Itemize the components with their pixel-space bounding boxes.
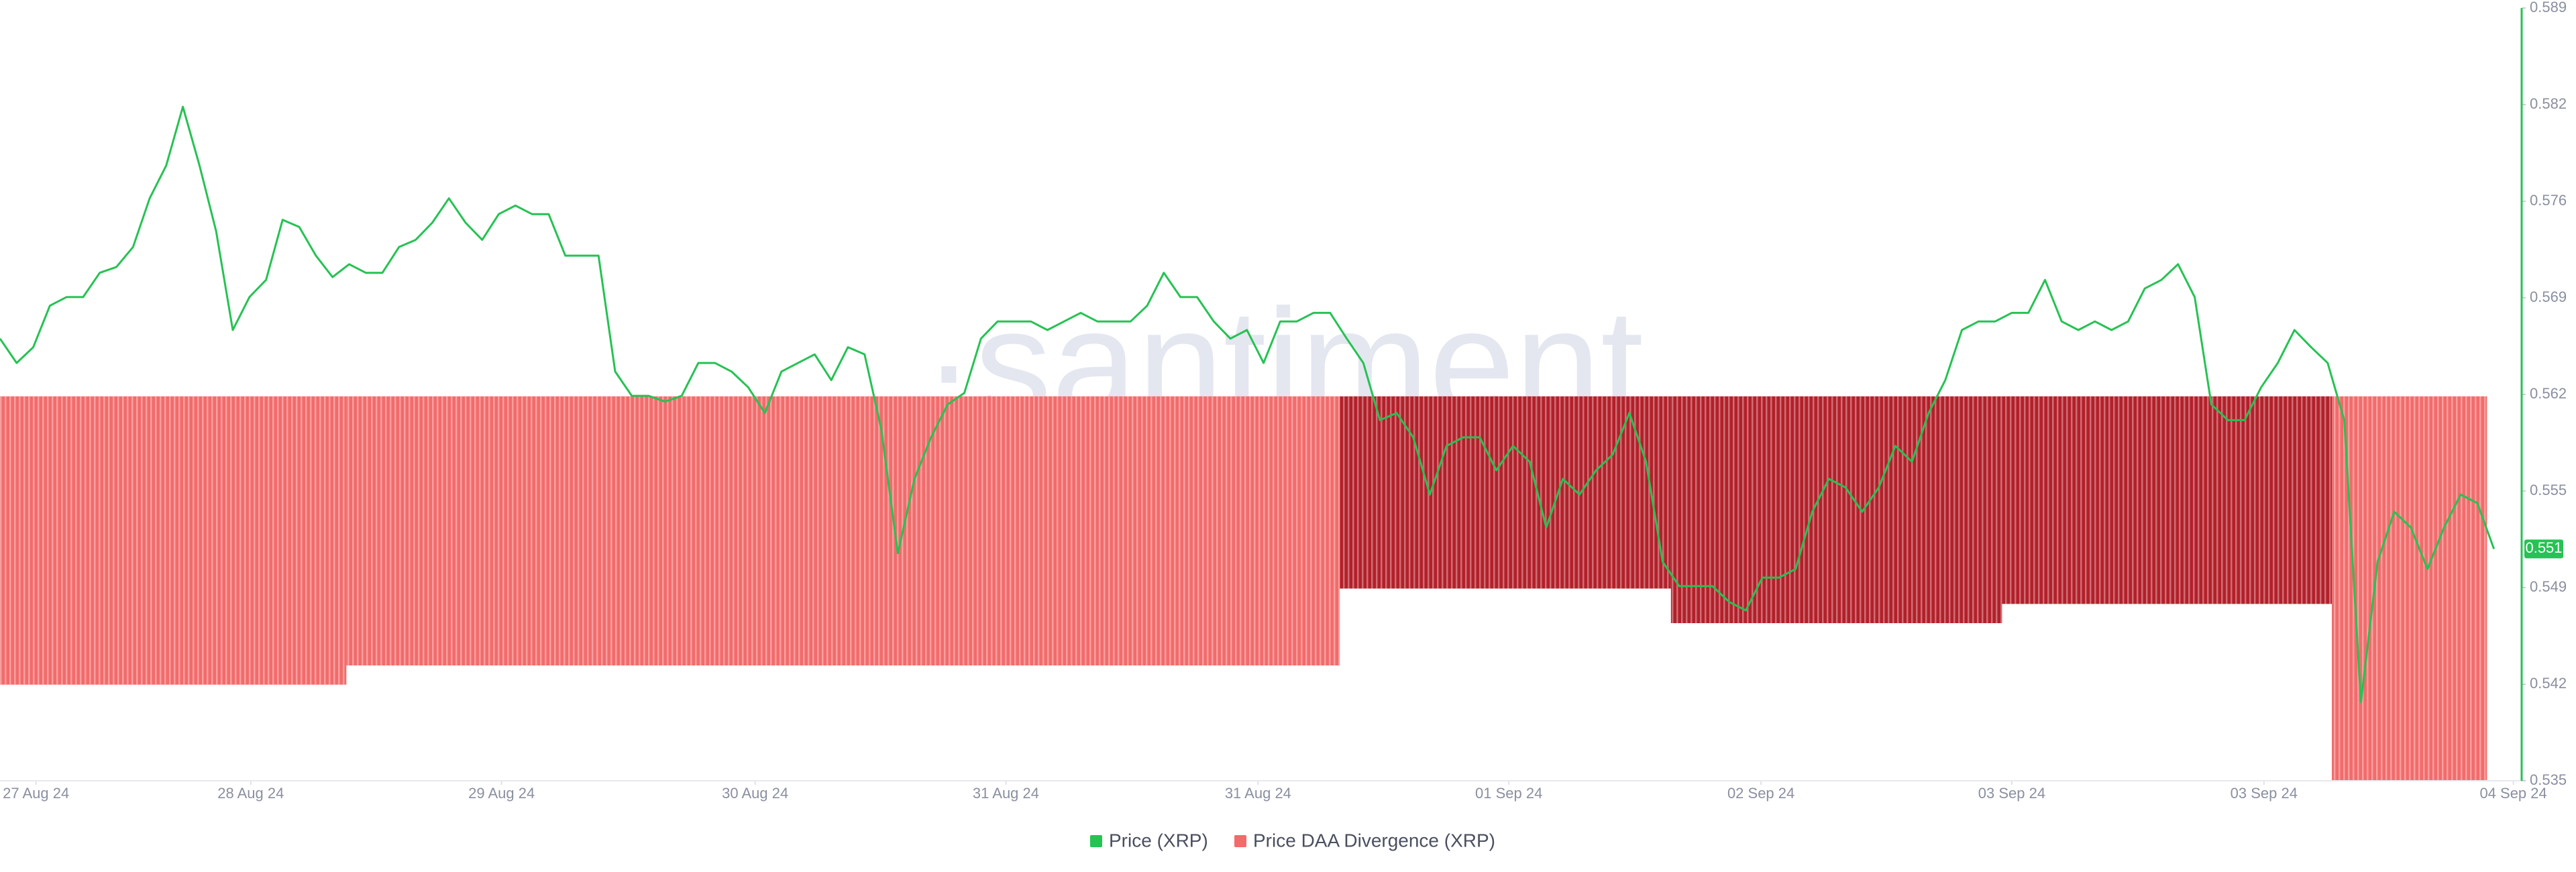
x-tick-label: 28 Aug 24 [217,785,284,802]
legend-swatch [1090,835,1102,847]
y-tick-label: 0.562 [2530,385,2567,402]
legend-swatch [1234,835,1246,847]
bar-texture [677,396,1010,666]
legend-label: Price DAA Divergence (XRP) [1253,830,1495,851]
y-tick-label: 0.542 [2530,675,2567,692]
y-tick-label: 0.582 [2530,95,2567,112]
x-tick-label: 29 Aug 24 [468,785,535,802]
last-value-label: 0.551 [2525,539,2562,556]
y-tick-label: 0.576 [2530,192,2567,209]
y-tick-label: 0.569 [2530,288,2567,305]
x-tick-label: 04 Sep 24 [2479,785,2546,802]
x-tick-label: 03 Sep 24 [1978,785,2045,802]
y-tick-label: 0.549 [2530,578,2567,595]
x-tick-label: 31 Aug 24 [973,785,1039,802]
x-tick-label: 01 Sep 24 [1475,785,1542,802]
x-tick-label: 02 Sep 24 [1727,785,1794,802]
x-tick-label: 30 Aug 24 [722,785,788,802]
last-value-badge [2524,539,2563,559]
x-tick-label: 03 Sep 24 [2231,785,2298,802]
y-tick-label: 0.589 [2530,0,2567,15]
y-tick-label: 0.555 [2530,482,2567,498]
price-line [0,105,2496,704]
bar-texture [1010,396,1340,666]
bar-texture [2002,396,2332,604]
bar-texture [1670,396,2002,624]
legend-label: Price (XRP) [1109,830,1208,851]
y-tick-label: 0.535 [2530,771,2567,788]
x-tick-label: 27 Aug 24 [3,785,69,802]
bar-texture [2332,396,2487,781]
bar-texture [346,396,678,666]
x-tick-label: 31 Aug 24 [1225,785,1291,802]
bar-texture [1340,396,1671,589]
bar-texture [0,396,347,685]
